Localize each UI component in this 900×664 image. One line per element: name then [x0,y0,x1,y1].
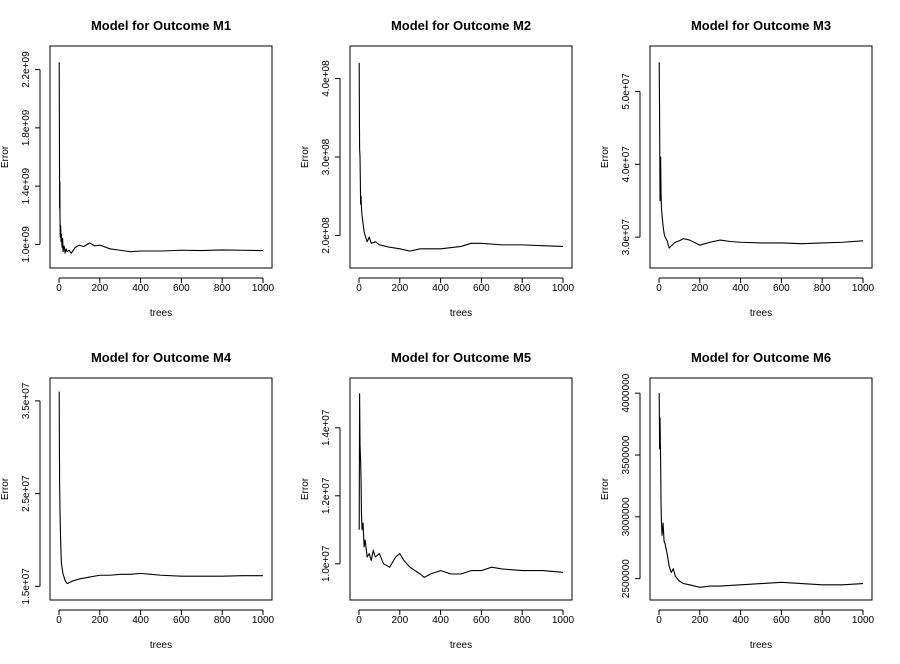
x-tick-label: 800 [514,615,531,626]
chart-panel-4: Model for Outcome M4 0 200 400 600 800 1000 1.5… [0,350,275,651]
x-axis-label: trees [750,640,772,651]
y-tick-label: 1.0e+07 [321,545,332,582]
y-axis-label: Error [0,477,11,500]
y-tick-label: 1.8e+09 [21,109,32,146]
plot-frame [349,377,573,601]
chart-panel-2: Model for Outcome M2 0 200 400 600 800 1000 2.0… [300,18,575,319]
series-line-1 [658,62,864,249]
y-axis-label: Error [600,145,611,168]
y-tick-label: 1.0e+09 [21,226,32,263]
series-line-1 [58,62,264,254]
y-tick-label: 2500000 [621,559,632,598]
x-tick-label: 800 [214,283,231,294]
y-axis-label: Error [300,145,311,168]
x-tick-label: 0 [56,283,62,294]
chart-title: Model for Outcome M5 [391,350,531,365]
x-tick-label: 0 [356,615,362,626]
x-tick-label: 800 [814,283,831,294]
x-tick-label: 1000 [252,283,275,294]
y-tick-label: 4.0e+08 [321,60,332,97]
chart-panel-6: Model for Outcome M6 0 200 400 600 800 1000 250… [600,350,875,651]
x-tick-label: 400 [732,283,749,294]
y-tick-label: 2.0e+08 [321,217,332,254]
x-tick-label: 600 [473,283,490,294]
chart-title: Model for Outcome M1 [91,18,231,33]
x-tick-label: 400 [132,283,149,294]
x-tick-label: 0 [356,283,362,294]
plot-frame [49,377,273,601]
y-tick-label: 3.0e+07 [621,218,632,255]
x-tick-label: 200 [91,283,108,294]
x-tick-label: 800 [214,615,231,626]
y-tick-label: 4000000 [621,373,632,412]
x-tick-label: 1000 [852,283,875,294]
y-tick-label: 3500000 [621,435,632,474]
y-tick-label: 3.0e+08 [321,138,332,175]
x-axis-label: trees [150,640,172,651]
x-tick-label: 400 [732,615,749,626]
plot-frame [649,45,873,269]
plot-frame [349,45,573,269]
x-tick-label: 400 [432,283,449,294]
series-line-1 [58,391,263,585]
y-tick-label: 3000000 [621,497,632,536]
x-tick-label: 1000 [552,615,575,626]
x-tick-label: 1000 [552,283,575,294]
x-tick-label: 600 [173,283,190,294]
x-axis-label: trees [450,308,472,319]
x-tick-label: 600 [773,615,790,626]
chart-panel-1: Model for Outcome M1 0 200 400 600 800 1000 1.0… [0,18,275,319]
y-tick-label: 1.5e+07 [21,568,32,605]
x-axis-label: trees [750,308,772,319]
x-tick-label: 200 [391,615,408,626]
chart-title: Model for Outcome M2 [391,18,531,33]
x-tick-label: 200 [691,283,708,294]
x-tick-label: 800 [814,615,831,626]
x-tick-label: 400 [432,615,449,626]
x-axis-label: trees [150,308,172,319]
chart-panel-5: Model for Outcome M5 0 200 400 600 800 1000 1.0… [300,350,575,651]
x-tick-label: 600 [773,283,790,294]
x-tick-label: 200 [691,615,708,626]
x-axis-label: trees [450,640,472,651]
plot-frame [49,45,273,269]
x-tick-label: 1000 [252,615,275,626]
chart-panel-3: Model for Outcome M3 0 200 400 600 800 1000 3.0… [600,18,875,319]
x-tick-label: 0 [656,283,662,294]
series-line-1 [358,62,564,252]
y-tick-label: 3.5e+07 [21,382,32,419]
plot-frame [649,377,873,601]
y-axis-label: Error [300,477,311,500]
y-axis-label: Error [0,145,11,168]
x-tick-label: 200 [391,283,408,294]
y-tick-label: 2.2e+09 [21,51,32,88]
x-tick-label: 200 [91,615,108,626]
x-tick-label: 0 [56,615,62,626]
chart-title: Model for Outcome M3 [691,18,831,33]
x-tick-label: 600 [473,615,490,626]
x-tick-label: 800 [514,283,531,294]
x-tick-label: 1000 [852,615,875,626]
series-line-1 [358,393,564,578]
chart-title: Model for Outcome M6 [691,350,831,365]
y-tick-label: 4.0e+07 [621,146,632,183]
x-tick-label: 0 [656,615,662,626]
y-tick-label: 1.4e+07 [321,409,332,446]
chart-title: Model for Outcome M4 [91,350,232,365]
y-tick-label: 1.2e+07 [321,477,332,514]
y-axis-label: Error [600,477,611,500]
y-tick-label: 1.4e+09 [21,167,32,204]
x-tick-label: 600 [173,615,190,626]
y-tick-label: 5.0e+07 [621,73,632,110]
x-tick-label: 400 [132,615,149,626]
series-line-1 [658,393,864,588]
y-tick-label: 2.5e+07 [21,475,32,512]
